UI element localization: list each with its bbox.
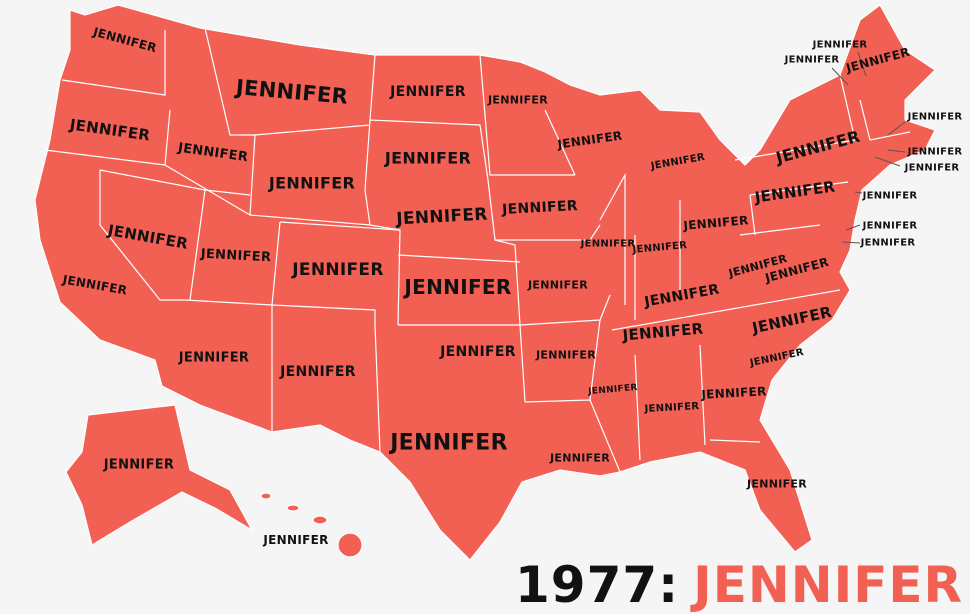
state-label-ri: JENNIFER (907, 146, 963, 158)
state-label-il: JENNIFER (580, 238, 636, 250)
alaska-shape (65, 404, 254, 546)
state-label-ma: JENNIFER (907, 111, 963, 123)
state-label-ar: JENNIFER (535, 348, 597, 362)
title-name: JENNIFER (693, 556, 964, 614)
state-label-ct: JENNIFER (904, 162, 960, 174)
state-label-nh: JENNIFER (812, 39, 868, 51)
hawaii-island (337, 532, 363, 558)
state-label-la: JENNIFER (549, 451, 611, 465)
state-label-wy: JENNIFER (268, 173, 356, 193)
state-label-co: JENNIFER (292, 260, 384, 280)
state-label-de: JENNIFER (862, 220, 918, 232)
state-label-ak: JENNIFER (103, 457, 175, 473)
state-label-nd: JENNIFER (390, 84, 466, 100)
state-label-vt: JENNIFER (784, 54, 840, 66)
hawaii-island (260, 492, 272, 500)
state-label-fl: JENNIFER (746, 477, 808, 491)
leader-lines (831, 51, 906, 244)
state-label-ks: JENNIFER (404, 275, 512, 299)
hawaii-island (312, 515, 328, 525)
state-label-mn: JENNIFER (487, 93, 549, 107)
state-label-tx: JENNIFER (390, 430, 508, 456)
state-label-ok: JENNIFER (440, 344, 516, 360)
state-label-nj: JENNIFER (862, 190, 918, 202)
state-label-mo: JENNIFER (527, 278, 589, 292)
state-label-az: JENNIFER (178, 350, 250, 366)
title-year: 1977: (515, 556, 680, 614)
state-label-md: JENNIFER (860, 237, 916, 249)
hawaii-island (286, 504, 300, 512)
state-borders (44, 27, 911, 473)
map-title: 1977: JENNIFER (515, 556, 963, 614)
state-label-hi: JENNIFER (263, 533, 329, 547)
state-label-nm: JENNIFER (280, 364, 356, 380)
state-label-sd: JENNIFER (384, 148, 472, 168)
